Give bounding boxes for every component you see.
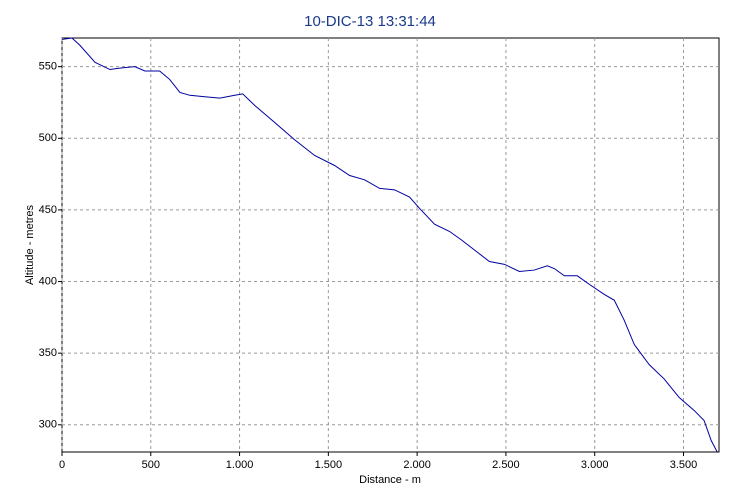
plot-frame <box>61 37 720 453</box>
y-tick-label: 500 <box>39 132 57 144</box>
y-tick-label: 300 <box>39 419 57 431</box>
y-tick-label: 350 <box>39 347 57 359</box>
x-axis-label: Distance - m <box>359 474 421 486</box>
chart-title: 10-DIC-13 13:31:44 <box>304 13 436 30</box>
y-tick-label: 550 <box>39 61 57 73</box>
x-tick-label: 2.500 <box>492 459 520 471</box>
x-tick-label: 1.000 <box>226 459 254 471</box>
y-tick-label: 450 <box>39 204 57 216</box>
x-tick-label: 3.500 <box>670 459 698 471</box>
x-tick-label: 2.000 <box>403 459 431 471</box>
x-tick-label: 0 <box>59 459 65 471</box>
x-tick-label: 500 <box>142 459 160 471</box>
x-tick-label: 3.000 <box>581 459 609 471</box>
x-tick-label: 1.500 <box>315 459 343 471</box>
y-tick-label: 400 <box>39 275 57 287</box>
data-line <box>61 37 718 453</box>
y-axis-label: Altitude - metres <box>24 204 36 285</box>
